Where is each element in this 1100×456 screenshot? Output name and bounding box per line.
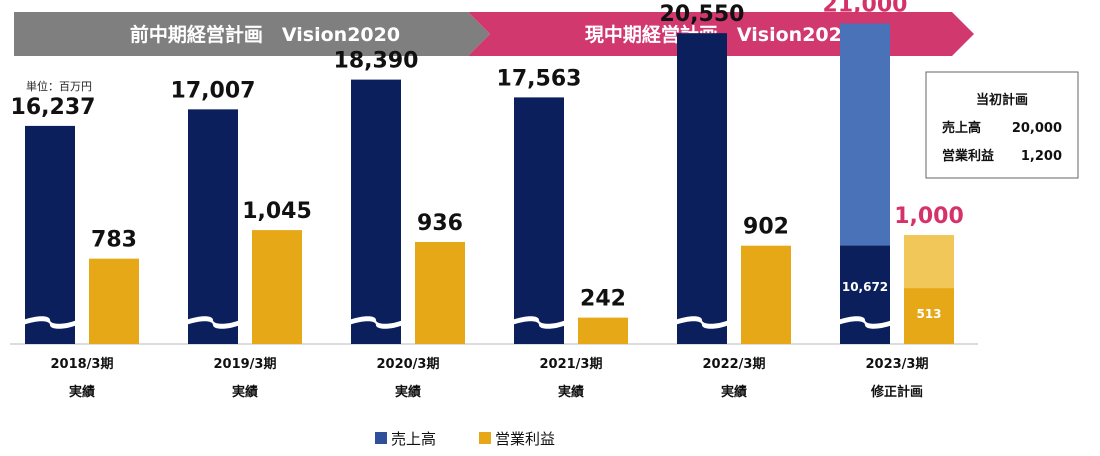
profit-value-label: 936 xyxy=(417,211,463,236)
initial-plan-title: 当初計画 xyxy=(976,92,1028,108)
previous-plan-banner xyxy=(14,12,490,56)
x-tick-sublabel: 実績 xyxy=(721,384,747,400)
profit-bar xyxy=(252,230,302,344)
initial-plan-sales-value: 20,000 xyxy=(1012,121,1062,136)
profit-value-label: 242 xyxy=(580,287,626,312)
profit-bar xyxy=(415,241,465,344)
sales-value-label: 20,550 xyxy=(660,2,745,27)
x-tick-label: 2023/3期 xyxy=(866,357,929,372)
legend-swatch-profit xyxy=(479,432,491,444)
x-tick-label: 2021/3期 xyxy=(540,357,603,372)
initial-plan-box: 当初計画 売上高 20,000 営業利益 1,200 xyxy=(925,71,1079,179)
x-tick-label: 2020/3期 xyxy=(377,357,440,372)
x-tick-label: 2022/3期 xyxy=(703,357,766,372)
legend-swatch-sales xyxy=(375,432,387,444)
initial-plan-sales-label: 売上高 xyxy=(942,120,981,136)
axis-break-mark xyxy=(512,316,566,329)
sales-plan-lower-bar xyxy=(840,245,890,344)
axis-break-mark xyxy=(23,316,77,329)
profit-value-label: 902 xyxy=(743,215,789,240)
sales-bar xyxy=(514,97,564,344)
axis-break-mark xyxy=(186,316,240,329)
profit-bar xyxy=(741,245,791,344)
x-tick-label: 2018/3期 xyxy=(51,357,114,372)
profit-value-label: 783 xyxy=(91,228,137,253)
bars-group xyxy=(23,23,954,345)
x-tick-sublabel: 実績 xyxy=(395,384,421,400)
sales-bar xyxy=(351,79,401,345)
sales-value-label: 18,390 xyxy=(334,49,419,74)
x-tick-sublabel: 実績 xyxy=(69,384,95,400)
profit-value-label: 1,000 xyxy=(894,204,964,229)
previous-plan-title: 前中期経営計画 Vision2020 xyxy=(130,23,400,46)
labels-group: 16,2377832018/3期実績17,0071,0452019/3期実績18… xyxy=(11,0,964,400)
profit-plan-upper-bar xyxy=(904,235,954,289)
profit-bar xyxy=(578,317,628,344)
x-tick-label: 2019/3期 xyxy=(214,357,277,372)
axis-break-mark xyxy=(838,316,892,329)
sales-value-label: 17,007 xyxy=(171,78,256,103)
sales-bar xyxy=(677,33,727,345)
sales-bar xyxy=(188,109,238,344)
legend: 売上高 営業利益 xyxy=(375,430,555,448)
sales-plan-upper-bar xyxy=(840,23,890,246)
x-tick-sublabel: 実績 xyxy=(558,384,584,400)
x-tick-sublabel: 実績 xyxy=(232,384,258,400)
legend-label-sales: 売上高 xyxy=(391,430,436,448)
axis-break-mark xyxy=(349,316,403,329)
profit-value-label: 1,045 xyxy=(242,199,312,224)
initial-plan-profit-label: 営業利益 xyxy=(942,148,994,164)
initial-plan-profit-value: 1,200 xyxy=(1021,149,1062,164)
sales-bar xyxy=(25,125,75,344)
sales-value-label: 16,237 xyxy=(11,95,96,120)
legend-label-profit: 営業利益 xyxy=(495,430,555,448)
sales-value-label: 17,563 xyxy=(497,66,582,91)
sales-inner-value-label: 10,672 xyxy=(842,280,888,294)
axis-break-mark xyxy=(675,316,729,329)
unit-label: 単位：百万円 xyxy=(26,79,92,93)
profit-bar xyxy=(89,258,139,344)
profit-inner-value-label: 513 xyxy=(916,307,941,321)
x-tick-sublabel: 修正計画 xyxy=(870,384,923,400)
sales-value-label: 21,000 xyxy=(823,0,908,18)
profit-plan-lower-bar xyxy=(904,288,954,344)
